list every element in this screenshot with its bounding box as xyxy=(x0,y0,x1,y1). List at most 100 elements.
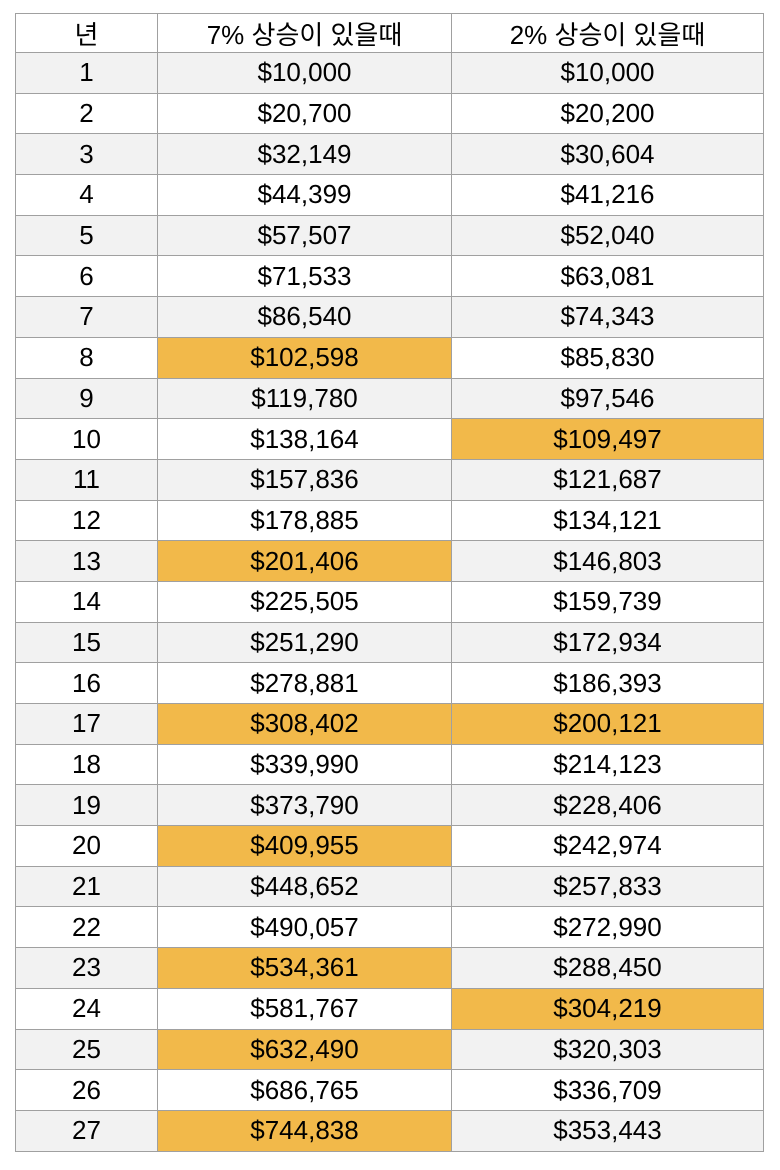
value-2pct-cell: $63,081 xyxy=(451,255,764,298)
table-row: 6 $71,533 $63,081 xyxy=(15,255,764,298)
year-cell: 25 xyxy=(15,1028,158,1071)
year-cell: 5 xyxy=(15,214,158,257)
year-cell: 22 xyxy=(15,906,158,949)
value-7pct-cell: $71,533 xyxy=(157,255,452,298)
value-2pct-cell: $288,450 xyxy=(451,947,764,989)
table-row: 16 $278,881 $186,393 xyxy=(15,662,764,704)
value-2pct-cell: $159,739 xyxy=(451,580,764,623)
value-2pct-cell: $121,687 xyxy=(451,458,764,501)
year-cell: 3 xyxy=(15,133,158,176)
value-7pct-cell: $102,598 xyxy=(157,336,452,379)
value-2pct-cell: $186,393 xyxy=(451,662,764,704)
value-7pct-cell: $448,652 xyxy=(157,865,452,908)
table-row: 14 $225,505 $159,739 xyxy=(15,580,764,623)
value-7pct-cell: $581,767 xyxy=(157,987,452,1030)
year-cell: 12 xyxy=(15,499,158,542)
year-cell: 4 xyxy=(15,174,158,216)
table-row: 7 $86,540 $74,343 xyxy=(15,296,764,338)
table-header: 년 7% 상승이 있을때 2% 상승이 있을때 xyxy=(15,13,764,53)
value-2pct-cell: $134,121 xyxy=(451,499,764,542)
value-7pct-cell: $251,290 xyxy=(157,621,452,664)
value-2pct-cell: $146,803 xyxy=(451,540,764,582)
value-2pct-cell: $304,219 xyxy=(451,987,764,1030)
table-row: 4 $44,399 $41,216 xyxy=(15,174,764,216)
value-2pct-cell: $74,343 xyxy=(451,296,764,338)
header-2pct-growth: 2% 상승이 있을때 xyxy=(451,13,764,53)
year-cell: 26 xyxy=(15,1069,158,1111)
year-cell: 23 xyxy=(15,947,158,989)
value-2pct-cell: $272,990 xyxy=(451,906,764,949)
year-cell: 11 xyxy=(15,458,158,501)
year-cell: 24 xyxy=(15,987,158,1030)
value-2pct-cell: $336,709 xyxy=(451,1069,764,1111)
year-cell: 15 xyxy=(15,621,158,664)
value-2pct-cell: $320,303 xyxy=(451,1028,764,1071)
value-7pct-cell: $119,780 xyxy=(157,377,452,420)
value-2pct-cell: $172,934 xyxy=(451,621,764,664)
table-row: 25 $632,490 $320,303 xyxy=(15,1028,764,1071)
year-cell: 2 xyxy=(15,92,158,135)
year-cell: 9 xyxy=(15,377,158,420)
year-cell: 8 xyxy=(15,336,158,379)
table-body: 1 $10,000 $10,000 2 $20,700 $20,200 3 $3… xyxy=(15,52,764,1152)
table-row: 26 $686,765 $336,709 xyxy=(15,1069,764,1111)
table-row: 15 $251,290 $172,934 xyxy=(15,621,764,664)
value-7pct-cell: $308,402 xyxy=(157,703,452,745)
value-2pct-cell: $353,443 xyxy=(451,1109,764,1152)
year-cell: 10 xyxy=(15,418,158,460)
value-2pct-cell: $41,216 xyxy=(451,174,764,216)
year-cell: 16 xyxy=(15,662,158,704)
table-row: 19 $373,790 $228,406 xyxy=(15,784,764,827)
table-row: 21 $448,652 $257,833 xyxy=(15,865,764,908)
value-7pct-cell: $57,507 xyxy=(157,214,452,257)
value-7pct-cell: $32,149 xyxy=(157,133,452,176)
investment-growth-table: 년 7% 상승이 있을때 2% 상승이 있을때 1 $10,000 $10,00… xyxy=(15,13,764,1152)
value-7pct-cell: $157,836 xyxy=(157,458,452,501)
year-cell: 21 xyxy=(15,865,158,908)
value-7pct-cell: $534,361 xyxy=(157,947,452,989)
investment-growth-table-container: 년 7% 상승이 있을때 2% 상승이 있을때 1 $10,000 $10,00… xyxy=(15,13,764,1152)
year-cell: 1 xyxy=(15,52,158,94)
value-2pct-cell: $200,121 xyxy=(451,703,764,745)
table-row: 3 $32,149 $30,604 xyxy=(15,133,764,176)
table-row: 23 $534,361 $288,450 xyxy=(15,947,764,989)
header-row: 년 7% 상승이 있을때 2% 상승이 있을때 xyxy=(15,13,764,53)
value-2pct-cell: $20,200 xyxy=(451,92,764,135)
table-row: 24 $581,767 $304,219 xyxy=(15,987,764,1030)
table-row: 1 $10,000 $10,000 xyxy=(15,52,764,94)
value-2pct-cell: $52,040 xyxy=(451,214,764,257)
year-cell: 27 xyxy=(15,1109,158,1152)
year-cell: 19 xyxy=(15,784,158,827)
value-7pct-cell: $86,540 xyxy=(157,296,452,338)
table-row: 27 $744,838 $353,443 xyxy=(15,1109,764,1152)
value-7pct-cell: $632,490 xyxy=(157,1028,452,1071)
value-2pct-cell: $97,546 xyxy=(451,377,764,420)
table-row: 9 $119,780 $97,546 xyxy=(15,377,764,420)
table-row: 13 $201,406 $146,803 xyxy=(15,540,764,582)
year-cell: 7 xyxy=(15,296,158,338)
value-7pct-cell: $278,881 xyxy=(157,662,452,704)
table-row: 8 $102,598 $85,830 xyxy=(15,336,764,379)
table-row: 2 $20,700 $20,200 xyxy=(15,92,764,135)
value-7pct-cell: $744,838 xyxy=(157,1109,452,1152)
table-row: 22 $490,057 $272,990 xyxy=(15,906,764,949)
value-7pct-cell: $138,164 xyxy=(157,418,452,460)
value-2pct-cell: $109,497 xyxy=(451,418,764,460)
value-2pct-cell: $30,604 xyxy=(451,133,764,176)
value-7pct-cell: $490,057 xyxy=(157,906,452,949)
year-cell: 20 xyxy=(15,825,158,867)
year-cell: 13 xyxy=(15,540,158,582)
value-7pct-cell: $20,700 xyxy=(157,92,452,135)
header-year: 년 xyxy=(15,13,158,53)
value-7pct-cell: $373,790 xyxy=(157,784,452,827)
value-7pct-cell: $44,399 xyxy=(157,174,452,216)
value-7pct-cell: $225,505 xyxy=(157,580,452,623)
table-row: 5 $57,507 $52,040 xyxy=(15,214,764,257)
table-row: 20 $409,955 $242,974 xyxy=(15,825,764,867)
value-7pct-cell: $409,955 xyxy=(157,825,452,867)
value-2pct-cell: $228,406 xyxy=(451,784,764,827)
value-2pct-cell: $257,833 xyxy=(451,865,764,908)
value-2pct-cell: $242,974 xyxy=(451,825,764,867)
value-2pct-cell: $214,123 xyxy=(451,743,764,786)
value-2pct-cell: $85,830 xyxy=(451,336,764,379)
